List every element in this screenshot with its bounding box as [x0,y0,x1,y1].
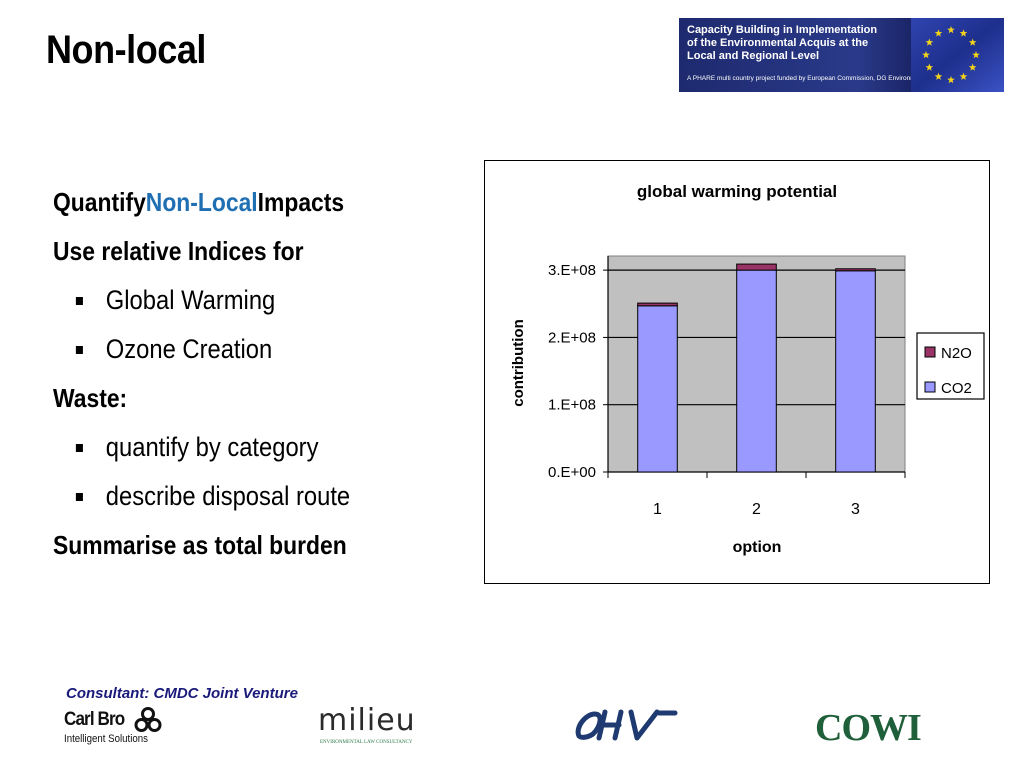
chart-title: global warming potential [637,182,837,201]
square-bullet-icon [75,492,83,501]
bullet-text: quantify by category [105,432,319,462]
banner-line-1: Capacity Building in Implementation [687,24,878,36]
bar-co2-3 [835,270,876,473]
milieu-name: milieu [318,703,416,738]
carl-bro-name: Carl Bro [64,709,125,730]
eu-star-icon [922,51,930,59]
gwp-chart: global warming potential contribution op… [484,160,990,584]
slide-body: Quantify Non-Local Impacts Use relative … [53,178,453,570]
y-tick-label: 2.E+08 [548,329,596,346]
body-line-summarise: Summarise as total burden [53,530,347,560]
banner-line-2: of the Environmental Acquis at the [687,37,869,49]
body-line-indices: Use relative Indices for [53,236,304,266]
bullet-disposal-route: describe disposal route [53,472,405,521]
eu-star-icon [968,38,977,46]
eu-star-icon [925,63,934,71]
eu-star-icon [947,76,955,84]
eu-flag-icon [911,18,1004,92]
bar-co2-1 [637,305,678,473]
bullet-text: Ozone Creation [105,334,273,364]
legend-swatch-co2 [924,381,936,393]
square-bullet-icon [75,443,83,452]
bullet-ozone-creation: Ozone Creation [53,325,405,374]
bar-n2o-2 [736,263,777,271]
body-line-quantify: Quantify Non-Local Impacts [53,178,405,227]
ohv-logo-icon [575,709,678,741]
body-line-waste: Waste: [53,383,128,413]
x-tick-label: 3 [851,501,860,518]
project-banner: Capacity Building in Implementation of t… [679,18,1004,92]
gwp-chart-svg: global warming potential contribution op… [510,182,985,556]
quantify-text: Quantify [53,187,146,217]
x-axis-label: option [733,539,782,556]
carl-bro-logo: Carl Bro Intelligent Solutions [64,707,164,749]
bar-n2o-1 [637,302,678,307]
bar-co2-2 [736,269,777,473]
legend-swatch-n2o [924,346,936,358]
y-axis-label: contribution [510,319,527,406]
impacts-text: Impacts [257,187,345,217]
eu-star-icon [959,29,968,37]
legend-label-n2o: N2O [941,345,972,362]
non-local-highlight: Non-Local [145,187,258,217]
cowi-name: COWI [815,707,922,749]
legend-label-co2: CO2 [941,380,972,397]
bar-n2o-3 [835,268,876,272]
eu-star-icon [934,29,943,37]
cowi-logo: COWI [815,706,930,749]
eu-star-icon [972,51,980,59]
consultant-credit: Consultant: CMDC Joint Venture [66,685,298,702]
eu-star-icon [959,72,968,80]
y-tick-label: 0.E+00 [548,464,596,481]
x-tick-label: 1 [653,501,662,518]
bullet-text: Global Warming [105,285,276,315]
bullet-quantify-category: quantify by category [53,423,405,472]
carl-bro-tagline: Intelligent Solutions [64,733,148,745]
eu-star-icon [947,26,955,34]
carl-bro-trefoil-icon [134,707,162,732]
slide-title: Non-local [46,28,206,72]
square-bullet-icon [75,296,83,305]
bullet-global-warming: Global Warming [53,276,405,325]
eu-star-icon [925,38,934,46]
milieu-logo: milieu ENVIRONMENTAL LAW CONSULTANCY [318,703,415,749]
bullet-text: describe disposal route [105,481,351,511]
eu-star-icon [968,63,977,71]
banner-line-3: Local and Regional Level [687,50,820,62]
eu-star-icon [934,72,943,80]
milieu-tagline: ENVIRONMENTAL LAW CONSULTANCY [320,740,413,745]
x-tick-label: 2 [752,501,761,518]
banner-title: Capacity Building in Implementation of t… [687,24,917,63]
banner-subline: A PHARE multi country project funded by … [687,75,925,82]
square-bullet-icon [75,345,83,354]
y-tick-label: 1.E+08 [548,397,596,414]
y-tick-label: 3.E+08 [548,262,596,279]
